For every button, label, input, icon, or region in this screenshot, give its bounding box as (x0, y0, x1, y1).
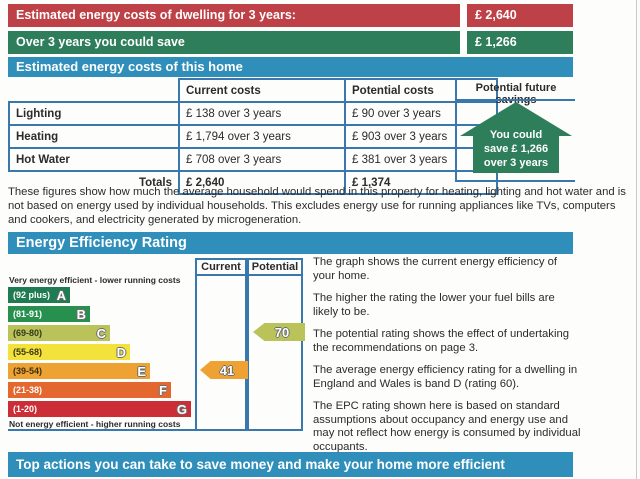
eer-explanation-text: The graph shows the current energy effic… (313, 256, 581, 463)
cost-summary-label: Estimated energy costs of dwelling for 3… (8, 4, 460, 27)
band-letter: B (76, 306, 86, 322)
rating-band-e: (39-54) E (8, 363, 150, 379)
savings-summary-banner: Over 3 years you could save £ 1,266 (8, 31, 573, 54)
eer-paragraph: The average energy efficiency rating for… (313, 364, 578, 390)
house-body-icon (473, 136, 559, 173)
row-label-heating: Heating (8, 124, 180, 149)
rating-band-f: (21-38) F (8, 382, 171, 398)
band-letter: C (96, 325, 106, 341)
band-range-label: (55-68) (13, 347, 43, 357)
eer-paragraph: The higher the rating the lower your fue… (313, 292, 555, 318)
divider (457, 180, 575, 182)
current-costs-header: Current costs (178, 78, 346, 103)
totals-label: Totals (9, 170, 180, 194)
band-range-label: (92 plus) (13, 290, 51, 300)
band-range-label: (1-20) (13, 404, 38, 414)
house-roof-icon (460, 102, 572, 136)
current-rating-arrow: 41 (200, 361, 248, 379)
potential-rating-arrow: 70 (253, 323, 305, 341)
eer-paragraph: The graph shows the current energy effic… (313, 256, 558, 282)
potential-rating-column: Potential (247, 258, 303, 431)
rating-band-a: (92 plus) A (8, 287, 70, 303)
potential-future-savings-column: Potential future savings You could save … (455, 78, 575, 182)
savings-line: You could (489, 129, 543, 141)
eer-section-title: Energy Efficiency Rating (8, 232, 573, 254)
rating-band-d: (55-68) D (8, 344, 130, 360)
eer-paragraph: The potential rating shows the effect of… (313, 328, 570, 354)
totals-potential-cost: £ 1,374 (344, 170, 498, 195)
band-range-label: (21-38) (13, 385, 43, 395)
hot-water-potential-cost: £ 381 over 3 years (344, 147, 498, 172)
band-letter: D (116, 344, 126, 360)
row-label-hot-water: Hot Water (8, 147, 180, 172)
chart-bottom-caption: Not energy efficient - higher running co… (9, 419, 181, 429)
rating-band-g: (1-20) G (8, 401, 191, 417)
hot-water-current-cost: £ 708 over 3 years (178, 147, 346, 172)
eer-paragraph: The EPC rating shown here is based on st… (313, 400, 581, 453)
band-letter: F (159, 382, 167, 398)
lighting-current-cost: £ 138 over 3 years (178, 101, 346, 126)
heating-current-cost: £ 1,794 over 3 years (178, 124, 346, 149)
summary-divider (460, 31, 467, 54)
current-column-header: Current (197, 260, 245, 276)
savings-house-text: You could save £ 1,266 over 3 years (460, 128, 572, 170)
table-totals-row: Totals £ 2,640 £ 1,374 (9, 170, 498, 195)
band-letter: E (137, 363, 146, 379)
corner-cell (9, 79, 180, 103)
top-actions-section-title: Top actions you can take to save money a… (8, 452, 573, 477)
savings-line: save £ 1,266 (483, 143, 549, 155)
current-rating-column: Current (195, 258, 247, 431)
chart-top-caption: Very energy efficient - lower running co… (9, 275, 181, 285)
rating-band-b: (81-91) B (8, 306, 90, 322)
energy-costs-table: Current costs Potential costs Lighting £… (8, 78, 498, 195)
costs-disclaimer-text: These figures show how much the average … (8, 186, 626, 226)
savings-house-graphic: You could save £ 1,266 over 3 years (460, 102, 572, 173)
scan-edge-line (636, 0, 637, 479)
savings-line: over 3 years (483, 157, 549, 169)
band-letter: A (56, 287, 66, 303)
summary-divider (460, 4, 467, 27)
potential-column-header: Potential (249, 260, 301, 276)
band-range-label: (81-91) (13, 309, 43, 319)
cost-summary-value: £ 2,640 (467, 4, 573, 27)
savings-summary-label: Over 3 years you could save (8, 31, 460, 54)
energy-efficiency-rating-chart: Very energy efficient - lower running co… (8, 258, 305, 433)
divider (457, 99, 575, 101)
table-header-row: Current costs Potential costs (9, 78, 498, 103)
row-label-lighting: Lighting (8, 101, 180, 126)
potential-costs-header: Potential costs (344, 78, 498, 103)
band-range-label: (69-80) (13, 328, 43, 338)
totals-current-cost: £ 2,640 (178, 170, 346, 195)
divider (8, 429, 303, 431)
table-row: Heating £ 1,794 over 3 years £ 903 over … (8, 124, 498, 149)
table-row: Hot Water £ 708 over 3 years £ 381 over … (8, 147, 498, 172)
band-letter: G (176, 401, 187, 417)
table-row: Lighting £ 138 over 3 years £ 90 over 3 … (8, 101, 498, 126)
band-range-label: (39-54) (13, 366, 43, 376)
cost-summary-banner: Estimated energy costs of dwelling for 3… (8, 4, 573, 27)
rating-band-c: (69-80) C (8, 325, 110, 341)
savings-summary-value: £ 1,266 (467, 31, 573, 54)
costs-section-title: Estimated energy costs of this home (8, 57, 573, 77)
